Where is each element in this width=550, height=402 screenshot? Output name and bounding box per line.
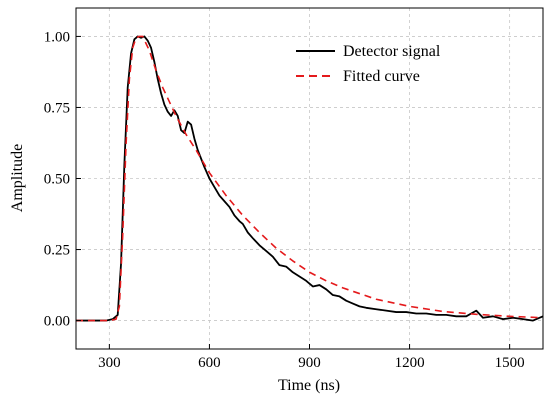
x-tick-label: 1200 bbox=[395, 355, 425, 371]
legend: Detector signal Fitted curve bbox=[296, 43, 441, 85]
grid-lines bbox=[76, 8, 543, 349]
x-axis-label: Time (ns) bbox=[278, 377, 340, 394]
x-tick-label: 900 bbox=[298, 355, 321, 371]
x-tick-label: 300 bbox=[98, 355, 121, 371]
y-tick-label: 0.25 bbox=[44, 243, 70, 259]
y-tick-label: 0.00 bbox=[44, 314, 70, 330]
axis-ticks: 300 600 900 1200 1500 0.00 0.25 0.50 0.75 1.00 bbox=[44, 29, 525, 371]
legend-label-fitted-curve: Fitted curve bbox=[343, 68, 420, 85]
x-tick-label: 600 bbox=[198, 355, 221, 371]
y-tick-label: 0.50 bbox=[44, 172, 70, 188]
plot-series bbox=[76, 35, 544, 322]
y-axis-label: Amplitude bbox=[9, 144, 26, 212]
y-tick-label: 1.00 bbox=[44, 29, 70, 45]
y-tick-label: 0.75 bbox=[44, 100, 70, 116]
legend-label-detector-signal: Detector signal bbox=[343, 43, 441, 60]
x-tick-label: 1500 bbox=[495, 355, 525, 371]
series-line-fitted-curve bbox=[76, 35, 544, 322]
